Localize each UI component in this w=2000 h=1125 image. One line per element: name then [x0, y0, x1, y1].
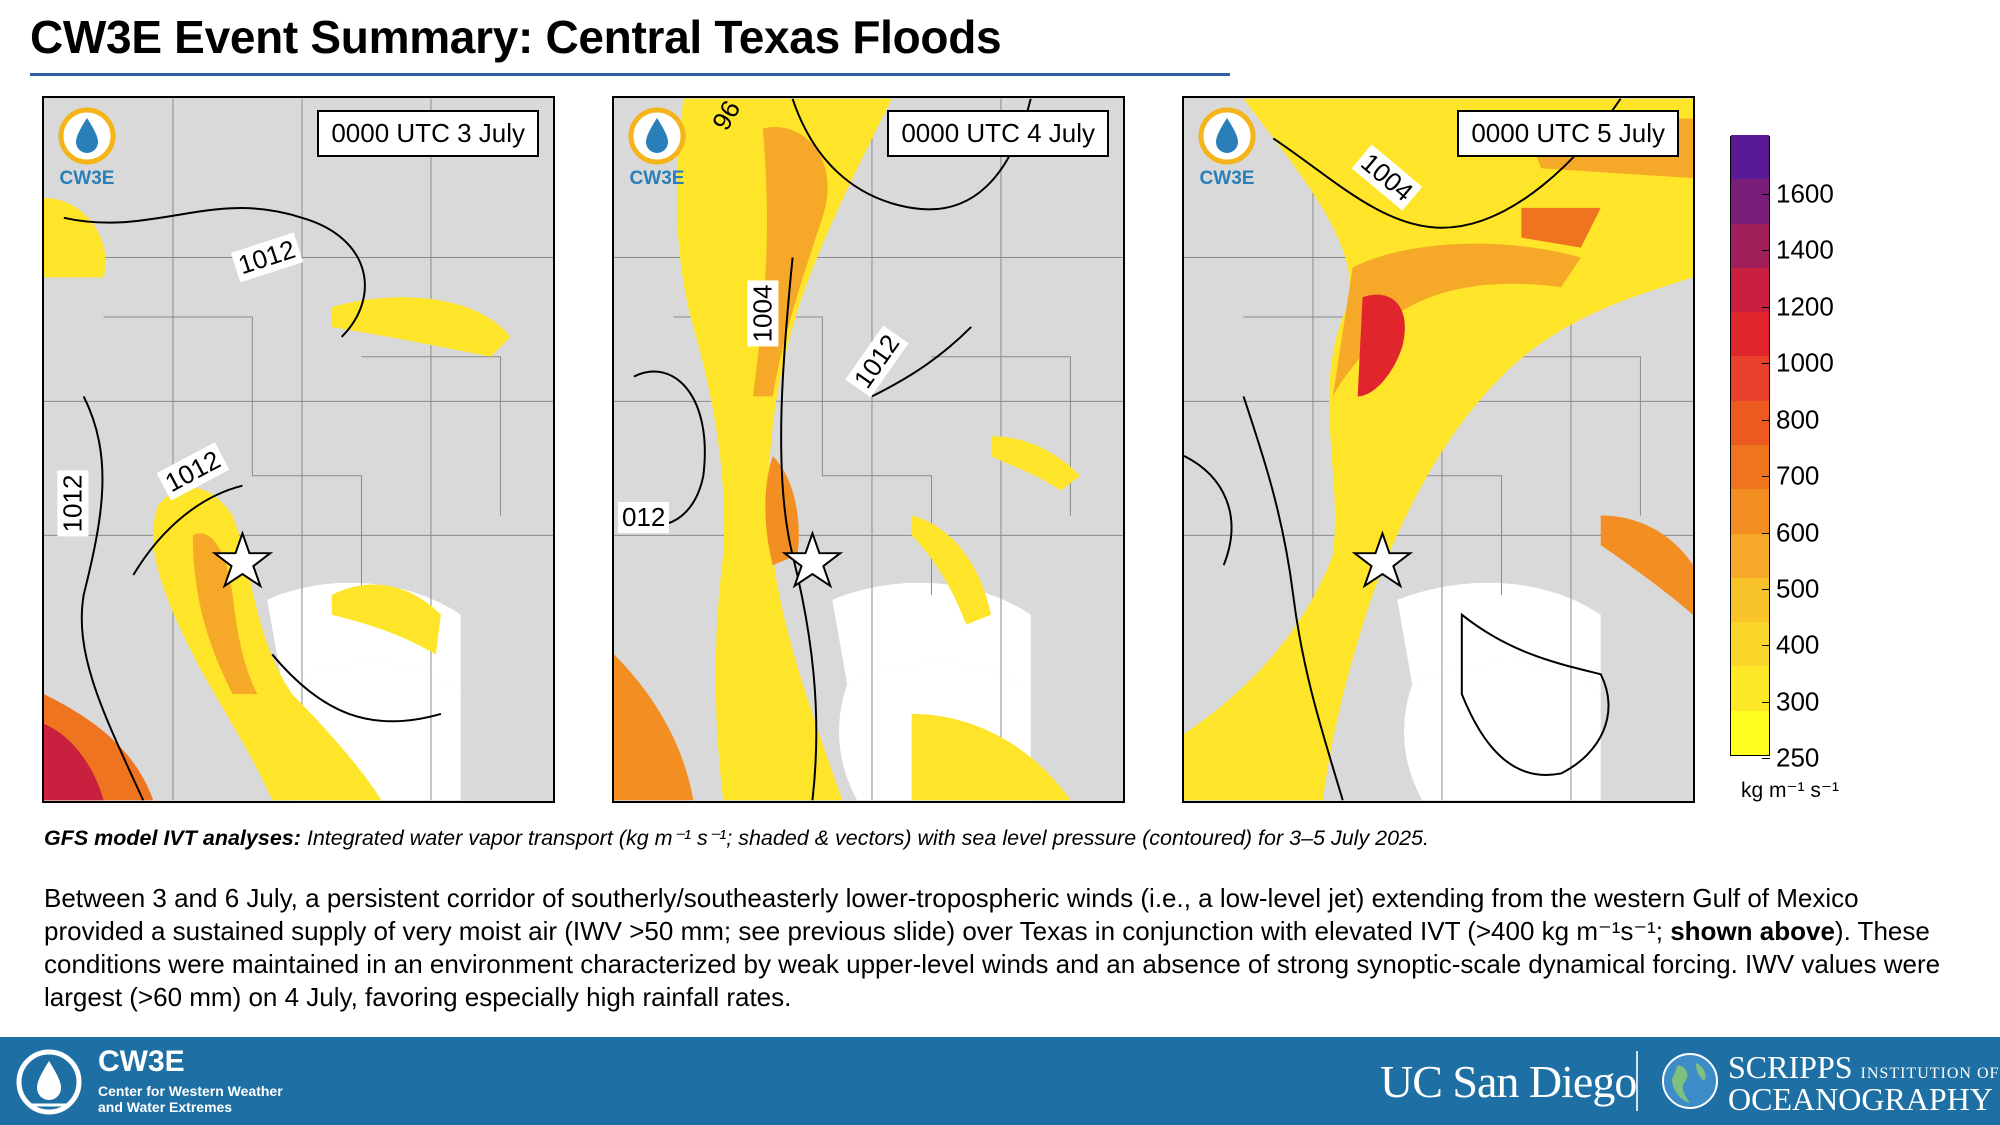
colorbar-segment: [1731, 134, 1769, 180]
summary-text-2: ). These conditions were maintained in a…: [44, 916, 1941, 1012]
map-panel-3-july: CW3E 0000 UTC 3 July 1012 1012 1012: [42, 96, 555, 803]
colorbar-tick-label: 500: [1776, 573, 1820, 604]
colorbar-segment: [1731, 178, 1769, 224]
colorbar-tick-mark: [1762, 702, 1770, 703]
colorbar-tick-mark: [1762, 476, 1770, 477]
colorbar-tick-label: 1200: [1776, 291, 1834, 322]
footer-org-name: CW3E: [98, 1045, 185, 1078]
colorbar-tick-mark: [1762, 194, 1770, 195]
globe-icon: [1662, 1053, 1718, 1109]
summary-emphasis: shown above: [1670, 916, 1835, 946]
colorbar-segment: [1731, 533, 1769, 578]
colorbar-tick-mark: [1762, 533, 1770, 534]
footer-bar: CW3E Center for Western Weather and Wate…: [0, 1037, 2000, 1125]
colorbar-segment: [1731, 223, 1769, 268]
colorbar-tick-mark: [1762, 250, 1770, 251]
colorbar-segment: [1731, 267, 1769, 313]
map-panel-4-july: CW3E 0000 UTC 4 July 1004 1012 012 96: [612, 96, 1125, 803]
contour-label: 012: [618, 502, 670, 533]
page-title: CW3E Event Summary: Central Texas Floods: [30, 11, 1002, 63]
colorbar-segment: [1731, 400, 1769, 445]
figure-caption: GFS model IVT analyses: Integrated water…: [44, 826, 1429, 851]
colorbar-tick-mark: [1762, 420, 1770, 421]
colorbar-tick-label: 600: [1776, 517, 1820, 548]
panel-time-label: 0000 UTC 3 July: [317, 110, 539, 157]
colorbar-tick-label: 1400: [1776, 234, 1834, 265]
ivt-colorbar: [1730, 134, 1770, 756]
caption-text: Integrated water vapor transport (kg m⁻¹…: [300, 826, 1429, 850]
cw3e-drop-icon: [58, 107, 116, 165]
colorbar-segment: [1731, 488, 1769, 534]
cw3e-drop-icon: [1198, 107, 1256, 165]
cw3e-logo: CW3E: [1190, 104, 1264, 198]
colorbar-tick-label: 800: [1776, 404, 1820, 435]
colorbar-tick-mark: [1762, 758, 1770, 759]
colorbar-segment: [1731, 444, 1769, 490]
colorbar-segment: [1731, 577, 1769, 623]
caption-lead: GFS model IVT analyses:: [44, 826, 301, 850]
colorbar-tick-label: 250: [1776, 742, 1820, 773]
scripps-name-line1: SCRIPPS INSTITUTION OF: [1728, 1049, 2000, 1085]
contour-label: 1004: [747, 280, 779, 347]
map-panel-5-july: CW3E 0000 UTC 5 July 1004: [1182, 96, 1695, 803]
colorbar-segment: [1731, 311, 1769, 357]
colorbar-tick-mark: [1762, 307, 1770, 308]
cw3e-footer-logo-icon: [16, 1049, 82, 1115]
scripps-name-line2: OCEANOGRAPHY: [1728, 1081, 1993, 1117]
cw3e-drop-icon: [628, 107, 686, 165]
colorbar-tick-label: 1000: [1776, 347, 1834, 378]
colorbar-unit: kg m⁻¹ s⁻¹: [1741, 779, 1839, 802]
colorbar-tick-label: 1600: [1776, 178, 1834, 209]
colorbar-segment: [1731, 665, 1769, 711]
colorbar-segment: [1731, 710, 1769, 755]
cw3e-logo: CW3E: [50, 104, 124, 198]
ivt-map-3-july: [44, 98, 553, 801]
summary-paragraph: Between 3 and 6 July, a persistent corri…: [44, 882, 1964, 1014]
colorbar-tick-label: 400: [1776, 629, 1820, 660]
colorbar-tick-label: 300: [1776, 686, 1820, 717]
colorbar-tick-mark: [1762, 363, 1770, 364]
colorbar-tick-mark: [1762, 589, 1770, 590]
ivt-map-4-july: [614, 98, 1123, 801]
ucsd-logo-text: UC San Diego: [1380, 1056, 1637, 1107]
ivt-map-5-july: [1184, 98, 1693, 801]
panel-time-label: 0000 UTC 4 July: [887, 110, 1109, 157]
colorbar-tick-label: 700: [1776, 460, 1820, 491]
footer-org-subtitle: Center for Western Weather and Water Ext…: [98, 1083, 283, 1115]
cw3e-logo: CW3E: [620, 104, 694, 198]
contour-label: 1012: [57, 470, 89, 537]
summary-text-1: Between 3 and 6 July, a persistent corri…: [44, 883, 1859, 946]
footer-divider: [1636, 1051, 1638, 1111]
panel-time-label: 0000 UTC 5 July: [1457, 110, 1679, 157]
title-underline: [30, 73, 1230, 76]
colorbar-tick-mark: [1762, 645, 1770, 646]
colorbar-segment: [1731, 621, 1769, 667]
